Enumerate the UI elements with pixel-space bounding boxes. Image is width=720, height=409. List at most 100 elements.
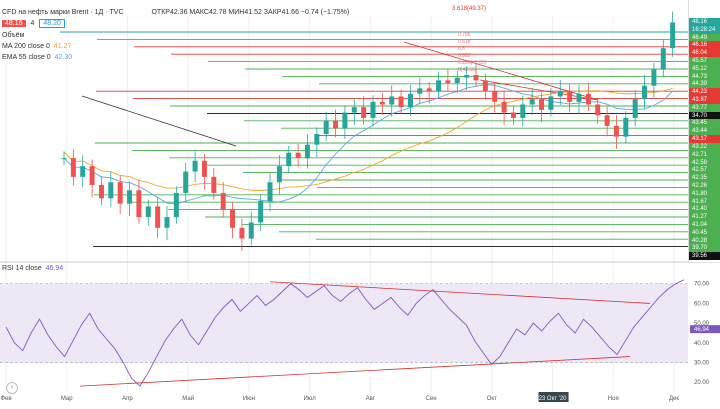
candle-body[interactable]	[276, 166, 282, 183]
candle-body[interactable]	[70, 158, 76, 177]
rsi-legend[interactable]: RSI 14 close 46.94	[2, 265, 64, 272]
price-tag[interactable]: 42.57	[689, 166, 720, 175]
candle-body[interactable]	[473, 74, 479, 81]
price-tag[interactable]: 45.12	[689, 64, 720, 73]
candle-body[interactable]	[567, 91, 573, 102]
candle-body[interactable]	[239, 227, 245, 239]
price-tag[interactable]: 43.22	[689, 142, 720, 151]
price-tag[interactable]: 34.70	[689, 111, 720, 120]
candle-body[interactable]	[426, 88, 432, 92]
candle-body[interactable]	[201, 160, 207, 177]
candle-body[interactable]	[314, 133, 320, 145]
price-tag[interactable]: 42.71	[689, 150, 720, 159]
price-tag[interactable]: 46.49	[689, 33, 720, 42]
price-tag[interactable]: 41.27	[689, 213, 720, 222]
price-tag[interactable]: 46.04	[689, 49, 720, 58]
candle-body[interactable]	[585, 93, 591, 105]
price-tag[interactable]: 43.77	[689, 103, 720, 112]
candle-body[interactable]	[623, 117, 629, 137]
candle-body[interactable]	[529, 99, 535, 105]
price-tag[interactable]: 42.26	[689, 181, 720, 190]
candle-body[interactable]	[389, 96, 395, 105]
price-tag[interactable]: 40.45	[689, 228, 720, 237]
candle-body[interactable]	[230, 209, 236, 228]
candle-body[interactable]	[80, 166, 86, 177]
price-tag[interactable]: 46.16	[689, 41, 720, 50]
candle-body[interactable]	[361, 107, 367, 118]
candle-body[interactable]	[539, 99, 545, 110]
price-tag[interactable]: 45.57	[689, 57, 720, 66]
candle-body[interactable]	[89, 166, 95, 185]
price-tag[interactable]: 43.17	[689, 135, 720, 144]
bid-price[interactable]: 48.16	[2, 20, 26, 27]
candle-body[interactable]	[351, 107, 357, 113]
candle-body[interactable]	[98, 184, 104, 199]
candle-body[interactable]	[595, 104, 601, 116]
price-scale[interactable]: 48.16 16:28:24 46.49 46.16 46.04 45.57 45.12 44…	[688, 0, 720, 262]
candle-body[interactable]	[295, 152, 301, 159]
volume-legend[interactable]: Объём	[2, 32, 25, 39]
candle-body[interactable]	[342, 112, 348, 129]
candle-body[interactable]	[604, 115, 610, 126]
candle-body[interactable]	[61, 158, 67, 160]
price-tag[interactable]: 43.45	[689, 119, 720, 128]
candle-body[interactable]	[576, 93, 582, 102]
price-tag[interactable]: 42.35	[689, 174, 720, 183]
symbol-title[interactable]: CFD на нефть марки Brent · 1Д · TVC	[2, 9, 124, 16]
ma-legend[interactable]: MA 200 close 0 41.27	[2, 43, 72, 50]
candle-body[interactable]	[632, 99, 638, 118]
candle-body[interactable]	[267, 182, 273, 202]
candle-body[interactable]	[108, 182, 114, 199]
candle-body[interactable]	[492, 91, 498, 102]
candles-layer[interactable]	[61, 11, 676, 251]
price-tag[interactable]: 43.87	[689, 96, 720, 105]
price-tag[interactable]: 41.80	[689, 189, 720, 198]
candle-body[interactable]	[454, 77, 460, 84]
candle-body[interactable]	[323, 120, 329, 134]
candle-body[interactable]	[145, 206, 151, 218]
price-tag[interactable]: 39.70	[689, 244, 720, 253]
price-tag[interactable]: 16:28:24	[689, 25, 720, 34]
candle-body[interactable]	[464, 74, 470, 78]
price-tag[interactable]: 44.39	[689, 80, 720, 89]
candle-body[interactable]	[370, 101, 376, 118]
candle-body[interactable]	[155, 206, 161, 228]
price-tag[interactable]: 41.04	[689, 220, 720, 229]
price-tag[interactable]: 42.58	[689, 158, 720, 167]
candle-body[interactable]	[127, 190, 133, 204]
candle-body[interactable]	[557, 91, 563, 97]
candle-body[interactable]	[379, 101, 385, 105]
candle-body[interactable]	[117, 182, 123, 204]
candle-body[interactable]	[482, 80, 488, 92]
scroll-to-start-icon[interactable]: ‹	[6, 382, 18, 394]
candle-body[interactable]	[286, 152, 292, 167]
candle-body[interactable]	[183, 171, 189, 193]
candle-body[interactable]	[164, 217, 170, 228]
candle-body[interactable]	[642, 85, 648, 100]
price-tag[interactable]: 41.67	[689, 197, 720, 206]
candle-body[interactable]	[192, 160, 198, 172]
price-tag[interactable]: 44.23	[689, 88, 720, 97]
price-tag[interactable]: 40.28	[689, 236, 720, 245]
candle-body[interactable]	[548, 96, 554, 110]
price-tag[interactable]: 48.16	[689, 18, 720, 26]
ema-legend[interactable]: EMA 55 close 0 42.30	[2, 54, 73, 61]
candle-body[interactable]	[333, 120, 339, 129]
candle-body[interactable]	[220, 192, 226, 210]
candle-body[interactable]	[613, 125, 619, 137]
price-tag[interactable]: 44.73	[689, 72, 720, 81]
candle-body[interactable]	[660, 48, 666, 70]
candle-body[interactable]	[173, 192, 179, 218]
candle-body[interactable]	[417, 88, 423, 94]
candle-body[interactable]	[248, 222, 254, 239]
candle-body[interactable]	[501, 101, 507, 113]
candle-body[interactable]	[258, 201, 264, 223]
candle-body[interactable]	[510, 112, 516, 118]
candle-body[interactable]	[136, 190, 142, 218]
price-tag[interactable]: 41.40	[689, 205, 720, 214]
candle-body[interactable]	[436, 80, 442, 92]
ask-price[interactable]: 48.20	[39, 19, 65, 28]
candle-body[interactable]	[211, 176, 217, 193]
candle-body[interactable]	[670, 22, 676, 49]
candle-body[interactable]	[398, 96, 404, 108]
